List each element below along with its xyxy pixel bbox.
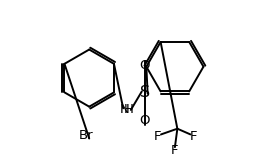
Text: H: H <box>124 103 134 116</box>
Text: F: F <box>171 144 179 157</box>
Text: O: O <box>140 114 150 127</box>
Text: F: F <box>190 129 197 143</box>
Text: S: S <box>140 85 150 100</box>
Text: O: O <box>140 59 150 72</box>
Text: Br: Br <box>79 129 93 142</box>
Text: N: N <box>120 103 130 116</box>
Text: F: F <box>154 129 162 143</box>
